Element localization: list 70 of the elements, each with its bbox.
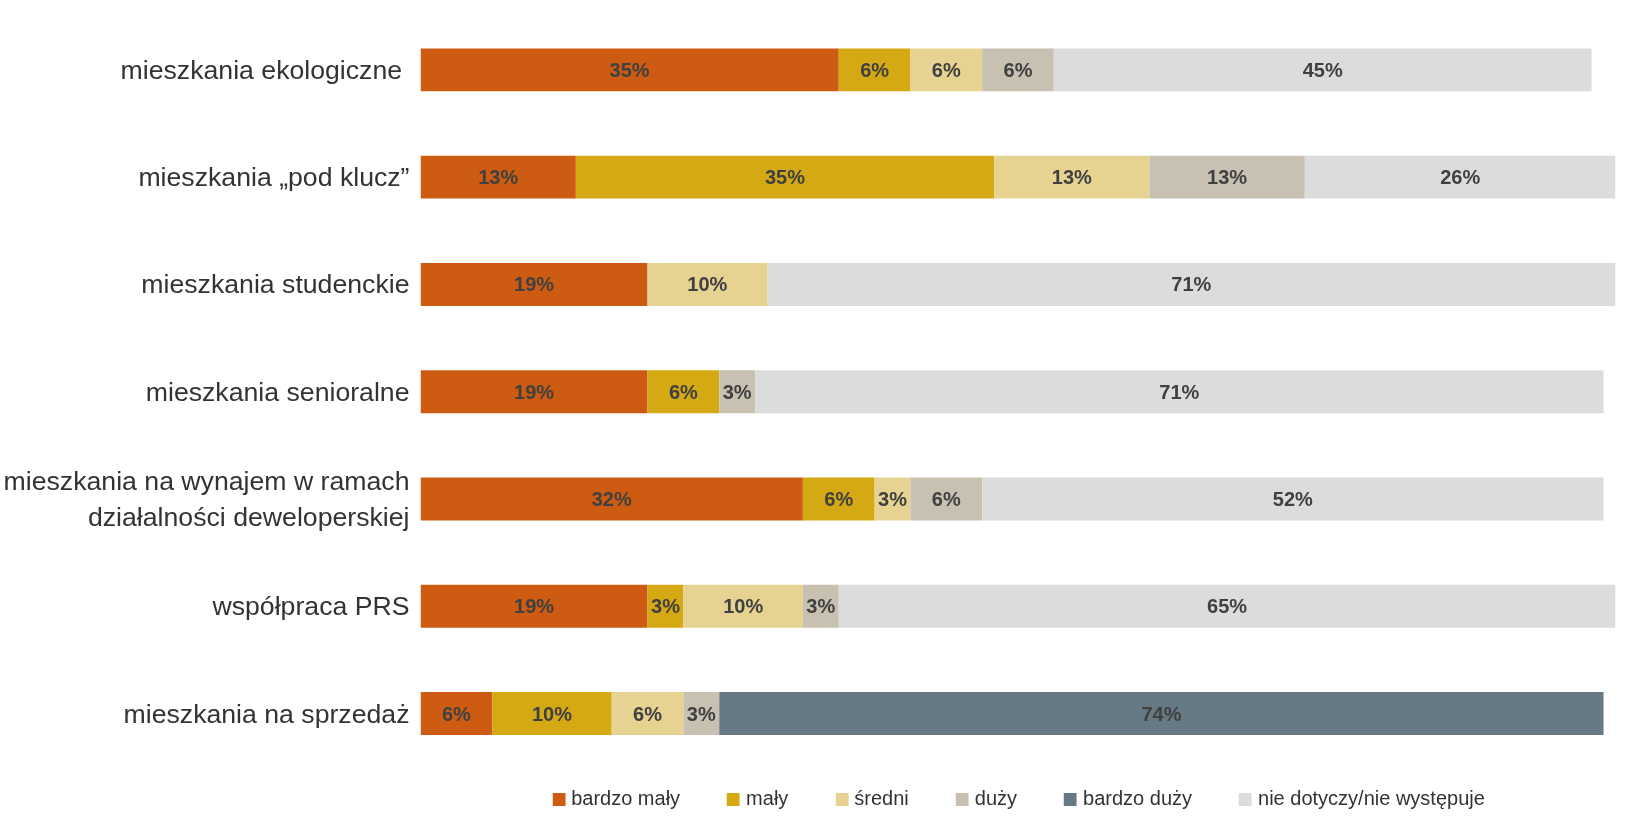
data-label: 6%	[1003, 58, 1033, 81]
bar	[838, 584, 1616, 628]
legend-label: średni	[854, 787, 909, 810]
bar	[420, 155, 576, 199]
data-label: 3%	[651, 595, 681, 618]
data-label: 71%	[1171, 273, 1212, 296]
bar	[420, 477, 803, 521]
y-tick-label: współpraca PRS	[211, 591, 410, 622]
data-label: 19%	[514, 595, 555, 618]
data-label: 13%	[1051, 166, 1093, 189]
bar	[719, 692, 1604, 736]
bar	[1304, 155, 1616, 199]
data-label: 71%	[1159, 380, 1200, 403]
bar	[420, 692, 493, 736]
data-label: 6%	[860, 58, 890, 81]
bar	[420, 262, 648, 306]
data-label: 35%	[609, 58, 650, 81]
data-label: 3%	[806, 595, 836, 618]
data-label: 32%	[591, 488, 632, 511]
data-label: 26%	[1440, 166, 1481, 189]
bar	[575, 155, 995, 199]
data-label: 3%	[878, 488, 908, 511]
bar	[838, 48, 911, 92]
bar	[994, 155, 1150, 199]
legend-label: nie dotyczy/nie występuje	[1258, 787, 1485, 810]
bar	[767, 262, 1616, 306]
y-tick-label: mieszkania „pod klucz”	[138, 162, 410, 193]
data-label: 13%	[1207, 166, 1248, 189]
y-tick-label: mieszkania studenckie	[141, 269, 410, 300]
bar	[683, 584, 803, 628]
bar	[1149, 155, 1305, 199]
data-label: 3%	[722, 380, 752, 403]
data-label: 10%	[723, 595, 764, 618]
bar	[910, 48, 983, 92]
data-label: 6%	[633, 702, 663, 725]
y-tick-label: mieszkania ekologiczne	[120, 54, 403, 85]
data-label: 19%	[514, 273, 555, 296]
data-label: 10%	[687, 273, 728, 296]
bar	[755, 370, 1604, 414]
bar	[647, 370, 720, 414]
data-label: 3%	[686, 702, 716, 725]
y-tick-label: mieszkania na sprzedaż	[123, 698, 410, 729]
bar	[420, 584, 648, 628]
data-label: 52%	[1272, 488, 1314, 511]
y-tick-label: mieszkania senioralne	[145, 376, 410, 407]
data-label: 35%	[764, 166, 806, 189]
data-label: 74%	[1141, 702, 1182, 725]
bar	[1053, 48, 1592, 92]
data-label: 6%	[668, 380, 699, 403]
bar	[982, 477, 1604, 521]
legend-label: mały	[746, 787, 789, 810]
data-label: 6%	[824, 488, 854, 511]
legend-label: bardzo mały	[571, 787, 681, 810]
bar	[420, 48, 839, 92]
data-label: 65%	[1207, 595, 1248, 618]
data-label: 45%	[1302, 58, 1343, 81]
legend-label: duży	[974, 787, 1018, 810]
data-label: 6%	[931, 488, 961, 511]
bar	[492, 692, 612, 736]
data-label: 19%	[514, 380, 555, 403]
data-label: 10%	[531, 702, 573, 725]
data-label: 6%	[931, 58, 961, 81]
bar	[982, 48, 1054, 92]
bar	[611, 692, 684, 736]
legend-label: bardzo duży	[1083, 787, 1193, 810]
data-label: 6%	[441, 702, 472, 725]
bar	[420, 370, 648, 414]
data-label: 13%	[478, 166, 519, 189]
bar	[647, 262, 768, 306]
y-tick-label: mieszkania na wynajem w ramach działalności deweloperskiej	[3, 466, 410, 533]
